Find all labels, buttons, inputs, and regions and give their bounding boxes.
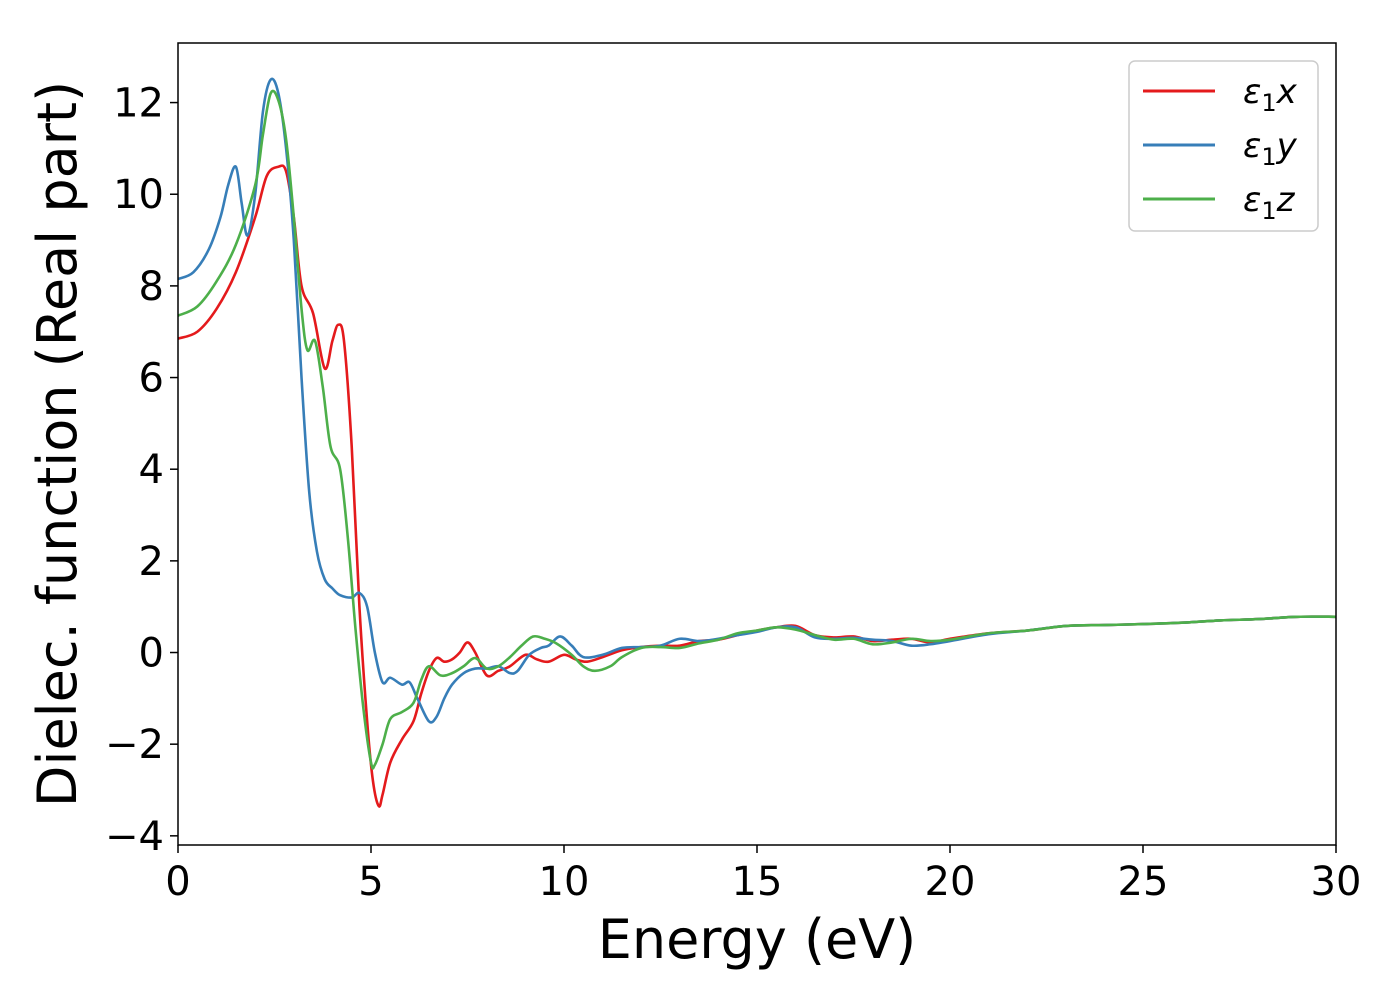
x-axis: 0 5 10 15 20 25 30 — [165, 845, 1361, 905]
y-tick-label: 10 — [113, 172, 164, 218]
x-axis-label: Energy (eV) — [598, 908, 917, 971]
x-tick-label: 0 — [165, 859, 190, 905]
x-tick-label: 5 — [358, 859, 383, 905]
legend-label-y: ε1y — [1243, 126, 1298, 171]
series-layer — [178, 77, 1336, 808]
legend-symbol: ε — [1243, 180, 1261, 220]
y-tick-label: 0 — [139, 631, 164, 677]
x-tick-label: 10 — [539, 859, 590, 905]
legend-label-z: ε1z — [1243, 180, 1296, 225]
legend-symbol: ε — [1243, 126, 1261, 166]
x-tick-label: 20 — [925, 859, 976, 905]
y-tick-label: 12 — [113, 81, 164, 127]
x-tick-label: 15 — [732, 859, 783, 905]
x-tick-label: 25 — [1118, 859, 1169, 905]
y-tick-label: −2 — [105, 722, 164, 768]
legend-variable: y — [1276, 126, 1298, 166]
y-tick-label: 2 — [139, 539, 164, 585]
legend-variable: z — [1276, 180, 1296, 220]
y-axis: −4 −2 0 2 4 6 8 10 12 — [105, 81, 178, 860]
legend-symbol: ε — [1243, 72, 1261, 112]
legend-subscript: 1 — [1261, 143, 1276, 171]
x-tick-label: 30 — [1311, 859, 1362, 905]
legend-variable: x — [1276, 72, 1298, 112]
y-axis-label: Dielec. function (Real part) — [26, 81, 89, 807]
y-tick-label: 6 — [139, 356, 164, 402]
y-tick-label: 8 — [139, 264, 164, 310]
legend-label-x: ε1x — [1243, 72, 1298, 117]
legend-subscript: 1 — [1261, 89, 1276, 117]
legend-box — [1128, 60, 1319, 232]
y-tick-label: −4 — [105, 814, 164, 860]
series-line-z — [178, 89, 1336, 770]
y-tick-label: 4 — [139, 447, 164, 493]
legend-subscript: 1 — [1261, 197, 1276, 225]
